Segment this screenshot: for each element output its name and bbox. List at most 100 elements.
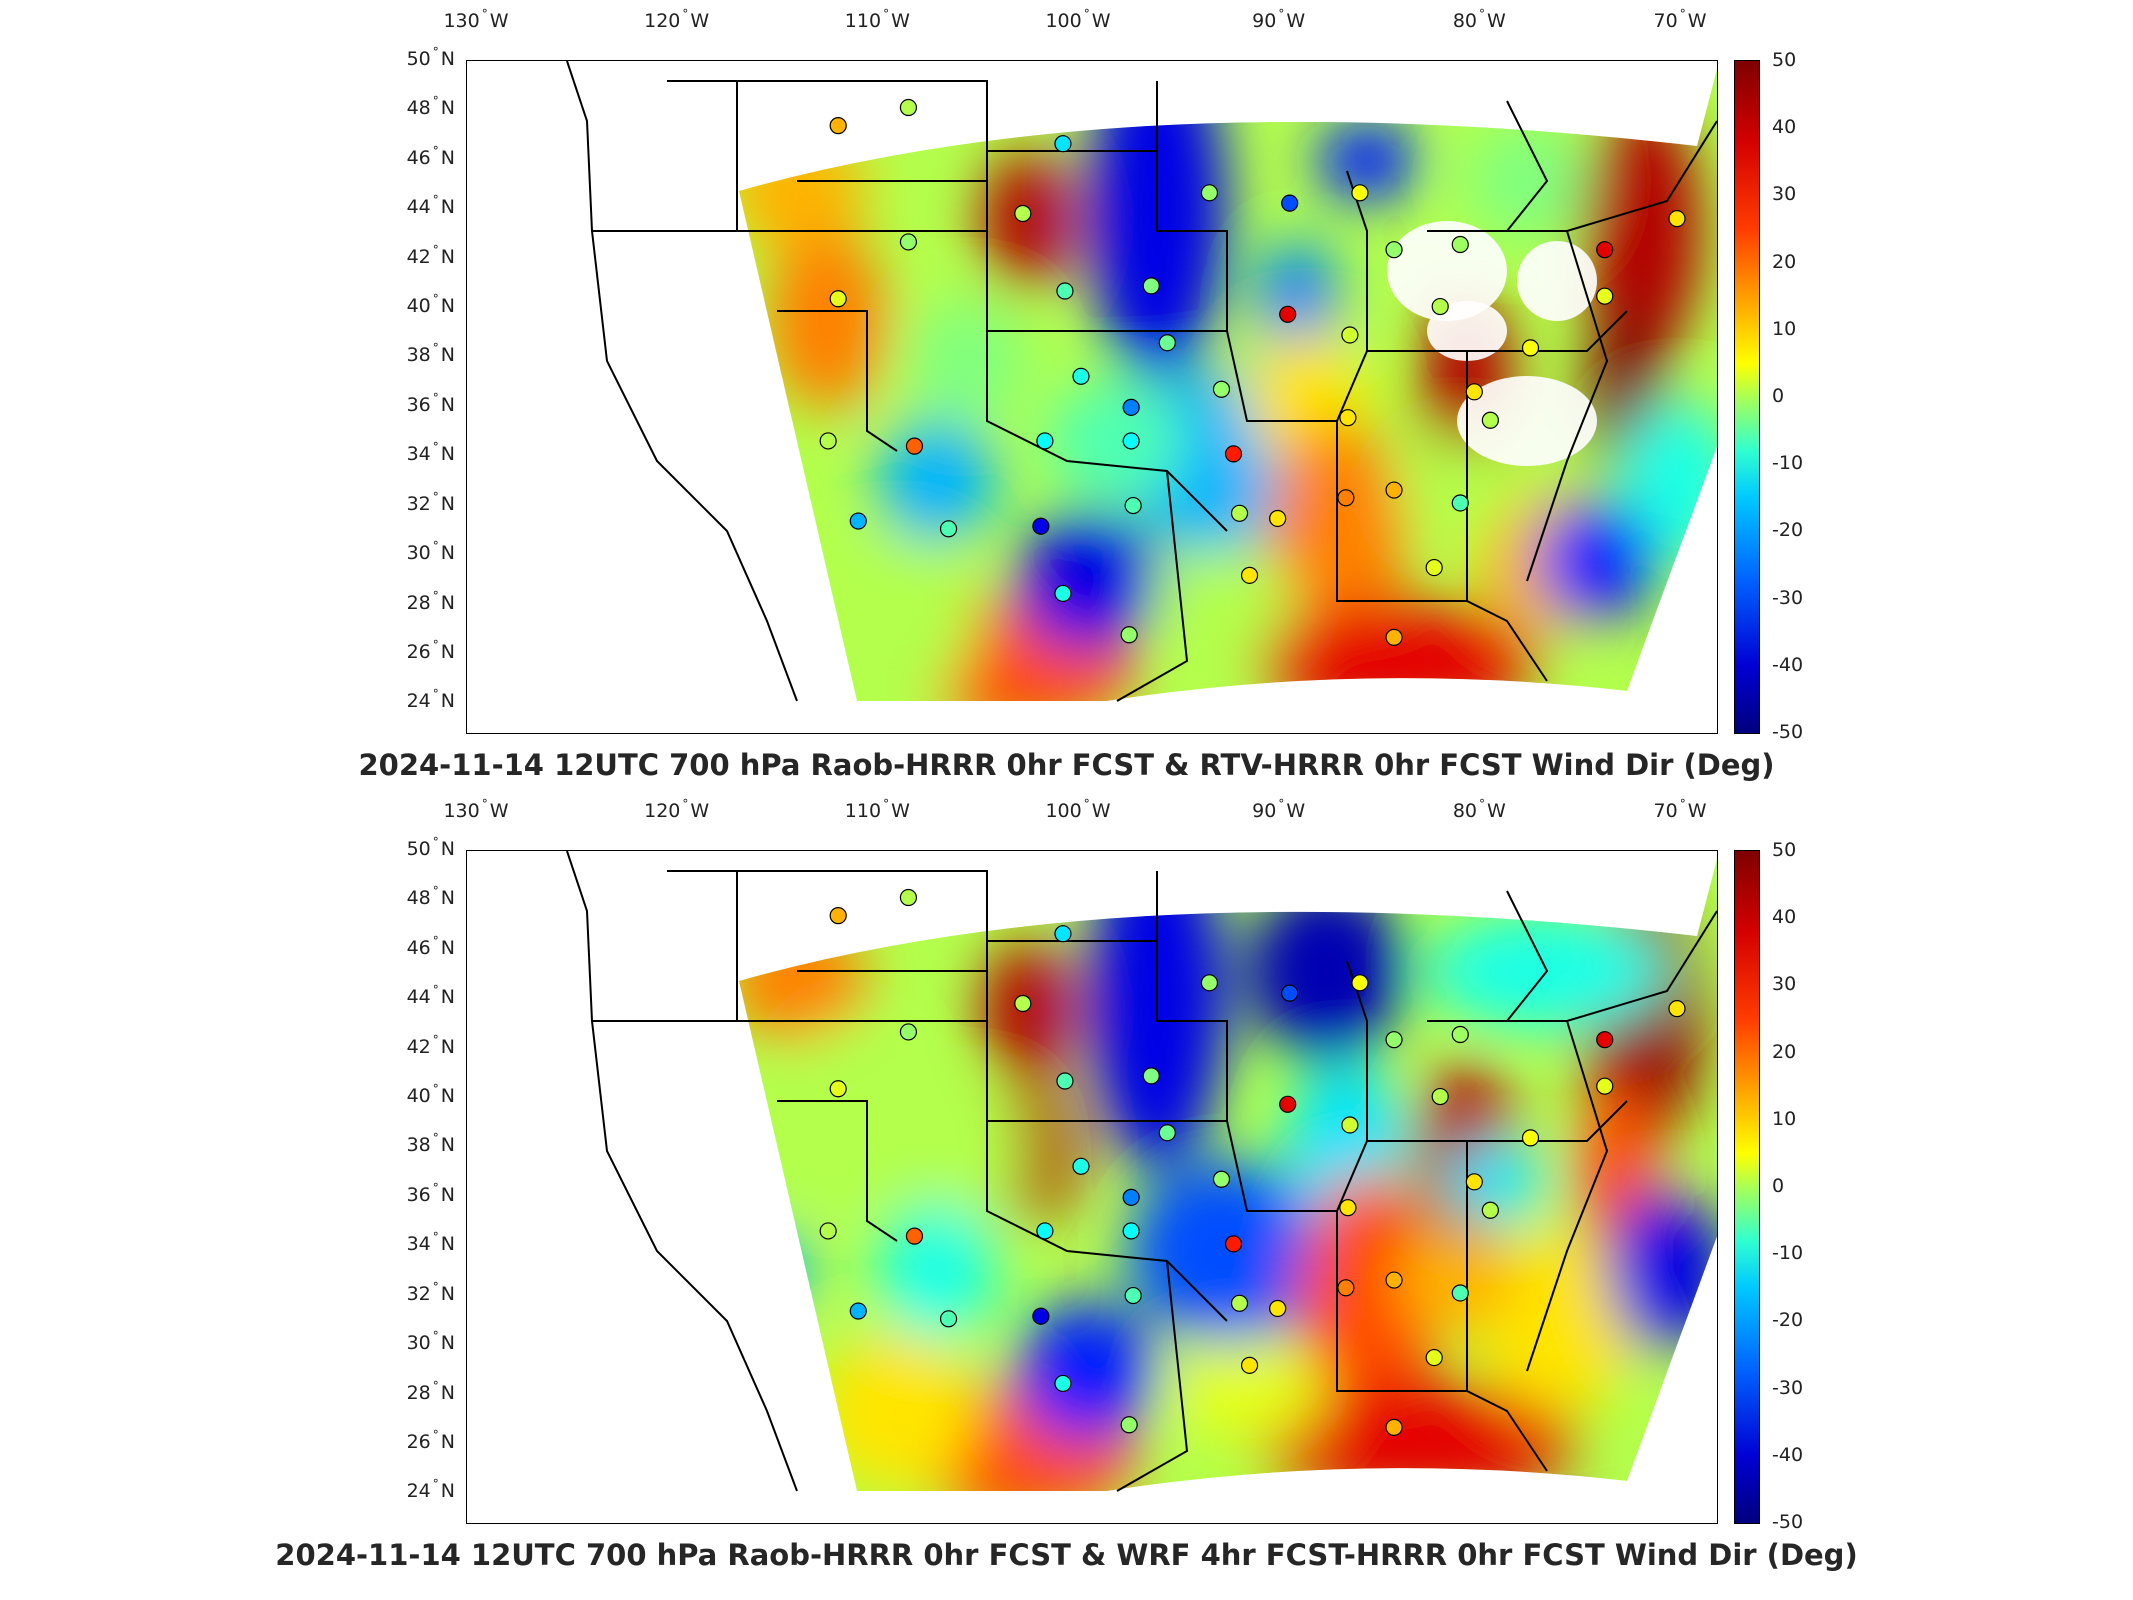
lon-tick-label: 80 ° W — [1452, 797, 1506, 822]
raob-station-marker — [1351, 974, 1369, 992]
raob-station-marker — [1431, 1087, 1449, 1106]
no-data-region — [1457, 376, 1597, 466]
lat-tick-label: 30 ° N — [406, 539, 455, 565]
state-boundary — [1367, 1100, 1628, 1142]
state-boundary — [1226, 170, 1368, 422]
raob-station-marker — [1451, 1284, 1469, 1302]
raob-station-marker — [1056, 1072, 1074, 1090]
raob-station-marker — [1596, 1031, 1614, 1049]
raob-station-marker — [1230, 504, 1249, 522]
lon-tick-label: 100 ° W — [1045, 7, 1111, 32]
colorbar-tick-label: -50 — [1772, 1511, 1804, 1533]
raob-station-marker — [1337, 489, 1355, 507]
lat-tick-label: 40 ° N — [406, 292, 455, 318]
raob-station-marker — [1142, 1067, 1160, 1085]
colorbar-tick-label: -10 — [1772, 452, 1804, 475]
raob-station-marker — [1668, 1000, 1686, 1018]
lat-tick-label: 50 ° N — [406, 835, 455, 860]
colorbar-tick-label: 30 — [1772, 183, 1797, 206]
raob-station-marker — [1158, 334, 1176, 352]
field-anomaly — [1257, 241, 1337, 361]
raob-station-marker — [1122, 1222, 1140, 1240]
state-boundary — [737, 1020, 1227, 1122]
raob-station-marker — [1425, 1348, 1443, 1367]
raob-station-marker — [819, 432, 837, 450]
raob-station-marker — [1269, 509, 1287, 528]
field-anomaly — [997, 1081, 1077, 1221]
colorbar-tick-label: -30 — [1772, 586, 1804, 609]
lon-tick-label: 110 ° W — [844, 7, 910, 32]
raob-station-marker — [1341, 326, 1359, 344]
field-anomaly — [1317, 121, 1417, 201]
raob-station-marker — [1122, 1188, 1140, 1206]
panel-title: 2024-11-14 12UTC 700 hPa Raob-HRRR 0hr F… — [275, 1538, 1858, 1572]
map-frame[interactable] — [466, 60, 1718, 734]
colorbar — [1734, 60, 1760, 734]
raob-station-marker — [1200, 184, 1219, 202]
raob-station-marker — [1281, 984, 1299, 1002]
raob-station-marker — [1481, 1201, 1499, 1219]
raob-station-marker — [1120, 626, 1138, 644]
field-anomaly — [1397, 441, 1517, 541]
lon-tick-label: 130 ° W — [443, 7, 509, 32]
colorbar-tick-label: 50 — [1772, 49, 1797, 71]
raob-station-marker — [1425, 558, 1443, 577]
raob-station-marker — [1269, 1299, 1287, 1318]
colorbar-tick-label: 0 — [1772, 1175, 1785, 1197]
lat-tick-label: 36 ° N — [406, 1180, 455, 1206]
colorbar-tick-label: -20 — [1772, 1309, 1804, 1332]
raob-station-marker — [1032, 1307, 1050, 1325]
colorbar-tick-label: 30 — [1772, 973, 1797, 996]
raob-station-marker — [1341, 1116, 1359, 1134]
raob-station-marker — [1385, 481, 1403, 499]
raob-station-marker — [1451, 1025, 1469, 1044]
state-boundary — [1156, 941, 1228, 1121]
raob-station-marker — [849, 512, 867, 530]
field-anomaly — [1397, 1231, 1517, 1331]
colorbar-tick-label: -50 — [1772, 721, 1804, 743]
state-boundary — [592, 871, 738, 1022]
raob-station-marker — [1451, 235, 1469, 254]
lon-tick-label: 120 ° W — [644, 7, 710, 32]
lat-tick-label: 36 ° N — [406, 390, 455, 416]
raob-station-marker — [899, 98, 918, 117]
lat-tick-label: 44 ° N — [406, 983, 455, 1009]
map-frame[interactable] — [466, 850, 1718, 1524]
field-anomaly — [877, 421, 997, 541]
raob-station-marker — [1465, 383, 1483, 401]
wind-direction-map — [566, 61, 1717, 702]
field-anomaly — [817, 1331, 977, 1491]
raob-station-marker — [1014, 204, 1032, 223]
raob-station-marker — [829, 117, 847, 135]
lat-tick-label: 34 ° N — [406, 1230, 455, 1256]
raob-station-marker — [829, 1080, 847, 1098]
field-anomaly — [1157, 551, 1297, 651]
wind-direction-map — [566, 851, 1717, 1492]
raob-station-marker — [1120, 1416, 1138, 1434]
field-anomaly — [1127, 1161, 1327, 1341]
lat-tick-label: 38 ° N — [406, 1131, 455, 1157]
raob-station-marker — [1036, 1222, 1054, 1240]
colorbar-tick-label: -20 — [1772, 519, 1804, 542]
lon-tick-label: 70 ° W — [1653, 797, 1707, 822]
lon-tick-label: 70 ° W — [1653, 7, 1707, 32]
lon-tick-label: 110 ° W — [844, 797, 910, 822]
colorbar-tick-label: -40 — [1772, 1443, 1804, 1466]
raob-station-marker — [899, 233, 918, 251]
lat-tick-label: 26 ° N — [406, 1427, 455, 1453]
lon-tick-label: 90 ° W — [1252, 797, 1306, 822]
lat-tick-label: 38 ° N — [406, 341, 455, 367]
lat-tick-label: 42 ° N — [406, 242, 455, 268]
raob-station-marker — [905, 1227, 924, 1245]
raob-station-marker — [1036, 432, 1054, 450]
state-boundary — [1116, 470, 1189, 702]
raob-station-marker — [1339, 409, 1357, 427]
state-boundary — [1526, 1020, 1609, 1372]
raob-station-marker — [819, 1222, 837, 1240]
colorbar-tick-label: -10 — [1772, 1242, 1804, 1265]
raob-station-marker — [1279, 1095, 1297, 1113]
raob-station-marker — [1385, 1031, 1403, 1049]
state-boundary — [737, 230, 1227, 332]
field-anomaly — [1467, 121, 1587, 241]
state-boundary — [777, 1100, 898, 1242]
